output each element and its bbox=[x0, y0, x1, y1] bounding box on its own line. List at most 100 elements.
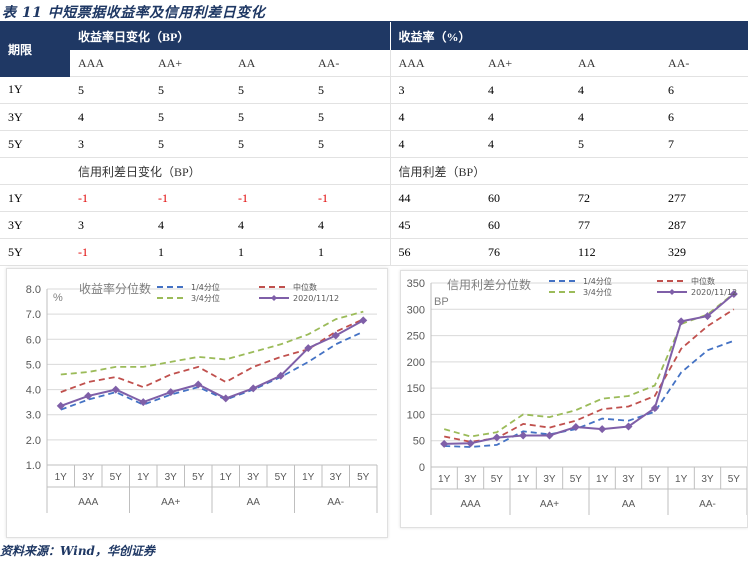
data-point bbox=[571, 423, 580, 432]
value-cell: 76 bbox=[480, 238, 571, 266]
x-tick-label: 3Y bbox=[247, 472, 260, 483]
group-label: AAA bbox=[78, 497, 98, 508]
y-tick-label: 250 bbox=[407, 331, 425, 343]
legend-label: 2020/11/12 bbox=[691, 288, 737, 297]
table-row: 5Y 3 5 5 5 4 4 5 7 bbox=[0, 130, 748, 158]
value-cell: 3 bbox=[389, 76, 481, 104]
data-point bbox=[466, 439, 475, 448]
data-point bbox=[139, 398, 148, 407]
value-cell: 5 bbox=[570, 130, 661, 158]
x-tick-label: 5Y bbox=[275, 472, 288, 483]
group-label: AA- bbox=[327, 497, 344, 508]
value-cell: 6 bbox=[660, 76, 748, 104]
value-cell: -1 bbox=[150, 184, 230, 212]
value-cell: 72 bbox=[570, 184, 661, 212]
series-line-2 bbox=[60, 310, 364, 376]
yield-header: 收益率（%） bbox=[389, 22, 748, 50]
spread-header-row: 信用利差日变化（BP） 信用利差（BP） bbox=[0, 157, 748, 185]
value-cell: 77 bbox=[570, 211, 661, 239]
value-cell: 4 bbox=[310, 211, 391, 239]
term-cell: 1Y bbox=[0, 184, 70, 212]
yield-change-header: 收益率日变化（BP） bbox=[70, 22, 391, 50]
x-tick-label: 5Y bbox=[649, 474, 662, 485]
y-tick-label: 200 bbox=[407, 357, 425, 369]
spread-change-header: 信用利差日变化（BP） bbox=[70, 157, 391, 185]
value-cell: 5 bbox=[310, 76, 391, 104]
series-line-0 bbox=[60, 330, 364, 411]
data-point bbox=[56, 401, 65, 410]
value-cell: 4 bbox=[70, 103, 150, 131]
legend-label: 3/4分位 bbox=[583, 287, 612, 297]
y-tick-label: 300 bbox=[407, 304, 425, 316]
value-cell: 5 bbox=[310, 103, 391, 131]
group-label: AA+ bbox=[161, 497, 180, 508]
x-tick-label: 5Y bbox=[491, 474, 504, 485]
blank-cell bbox=[0, 157, 70, 185]
group-label: AA bbox=[622, 499, 636, 510]
grade-header: AA+ bbox=[480, 50, 571, 77]
legend-label: 3/4分位 bbox=[191, 293, 220, 303]
value-cell: -1 bbox=[230, 184, 310, 212]
data-point bbox=[729, 290, 738, 299]
x-tick-label: 3Y bbox=[701, 474, 714, 485]
group-label: AA- bbox=[699, 499, 716, 510]
value-cell: 287 bbox=[660, 211, 748, 239]
legend-label: 2020/11/12 bbox=[293, 294, 339, 303]
x-tick-label: 1Y bbox=[438, 474, 451, 485]
term-cell: 5Y bbox=[0, 130, 70, 158]
value-cell: 5 bbox=[310, 130, 391, 158]
data-point bbox=[249, 384, 258, 393]
value-cell: 5 bbox=[230, 76, 310, 104]
value-cell: 4 bbox=[480, 103, 571, 131]
table-row: 5Y -1 1 1 1 56 76 112 329 bbox=[0, 238, 748, 266]
legend-label: 中位数 bbox=[293, 282, 317, 292]
source-note: 资料来源：Wind，华创证券 bbox=[0, 544, 155, 558]
data-point bbox=[440, 439, 449, 448]
y-unit-label: BP bbox=[434, 296, 449, 308]
grade-header: AA+ bbox=[150, 50, 230, 77]
grade-header: AA bbox=[570, 50, 661, 77]
value-cell: 329 bbox=[660, 238, 748, 266]
x-tick-label: 5Y bbox=[192, 472, 205, 483]
value-cell: 1 bbox=[150, 238, 230, 266]
value-cell: 3 bbox=[70, 130, 150, 158]
yield-table: 期限 收益率日变化（BP） 收益率（%） AAA AA+ AA AA- AAA … bbox=[0, 22, 748, 266]
data-point bbox=[677, 317, 686, 326]
value-cell: 3 bbox=[70, 211, 150, 239]
x-tick-label: 3Y bbox=[543, 474, 556, 485]
value-cell: 4 bbox=[150, 211, 230, 239]
chart-title: 信用利差分位数 bbox=[447, 277, 531, 292]
y-tick-label: 2.0 bbox=[26, 435, 41, 447]
value-cell: 5 bbox=[230, 103, 310, 131]
value-cell: 4 bbox=[389, 103, 481, 131]
data-point bbox=[84, 391, 93, 400]
title-underline bbox=[0, 21, 748, 22]
grade-header: AA- bbox=[660, 50, 748, 77]
x-tick-label: 3Y bbox=[165, 472, 178, 483]
value-cell: 45 bbox=[389, 211, 481, 239]
term-cell: 3Y bbox=[0, 103, 70, 131]
value-cell: 5 bbox=[150, 103, 230, 131]
group-label: AA bbox=[247, 497, 261, 508]
value-cell: 5 bbox=[150, 130, 230, 158]
y-tick-label: 8.0 bbox=[26, 284, 41, 296]
group-label: AAA bbox=[460, 499, 480, 510]
table-row: 3Y 3 4 4 4 45 60 77 287 bbox=[0, 211, 748, 239]
value-cell: -1 bbox=[310, 184, 391, 212]
data-point bbox=[598, 425, 607, 434]
data-point bbox=[221, 394, 230, 403]
value-cell: 4 bbox=[570, 76, 661, 104]
value-cell: 4 bbox=[570, 103, 661, 131]
x-tick-label: 3Y bbox=[330, 472, 343, 483]
value-cell: 4 bbox=[480, 76, 571, 104]
y-unit-label: % bbox=[53, 292, 63, 304]
data-point bbox=[331, 331, 340, 340]
value-cell: -1 bbox=[70, 238, 150, 266]
data-point bbox=[111, 385, 120, 394]
value-cell: 277 bbox=[660, 184, 748, 212]
x-tick-label: 1Y bbox=[137, 472, 150, 483]
grade-header-row: AAA AA+ AA AA- AAA AA+ AA AA- bbox=[0, 50, 748, 77]
value-cell: 4 bbox=[230, 211, 310, 239]
spread-header: 信用利差（BP） bbox=[389, 157, 748, 185]
series-line-3 bbox=[60, 319, 364, 407]
